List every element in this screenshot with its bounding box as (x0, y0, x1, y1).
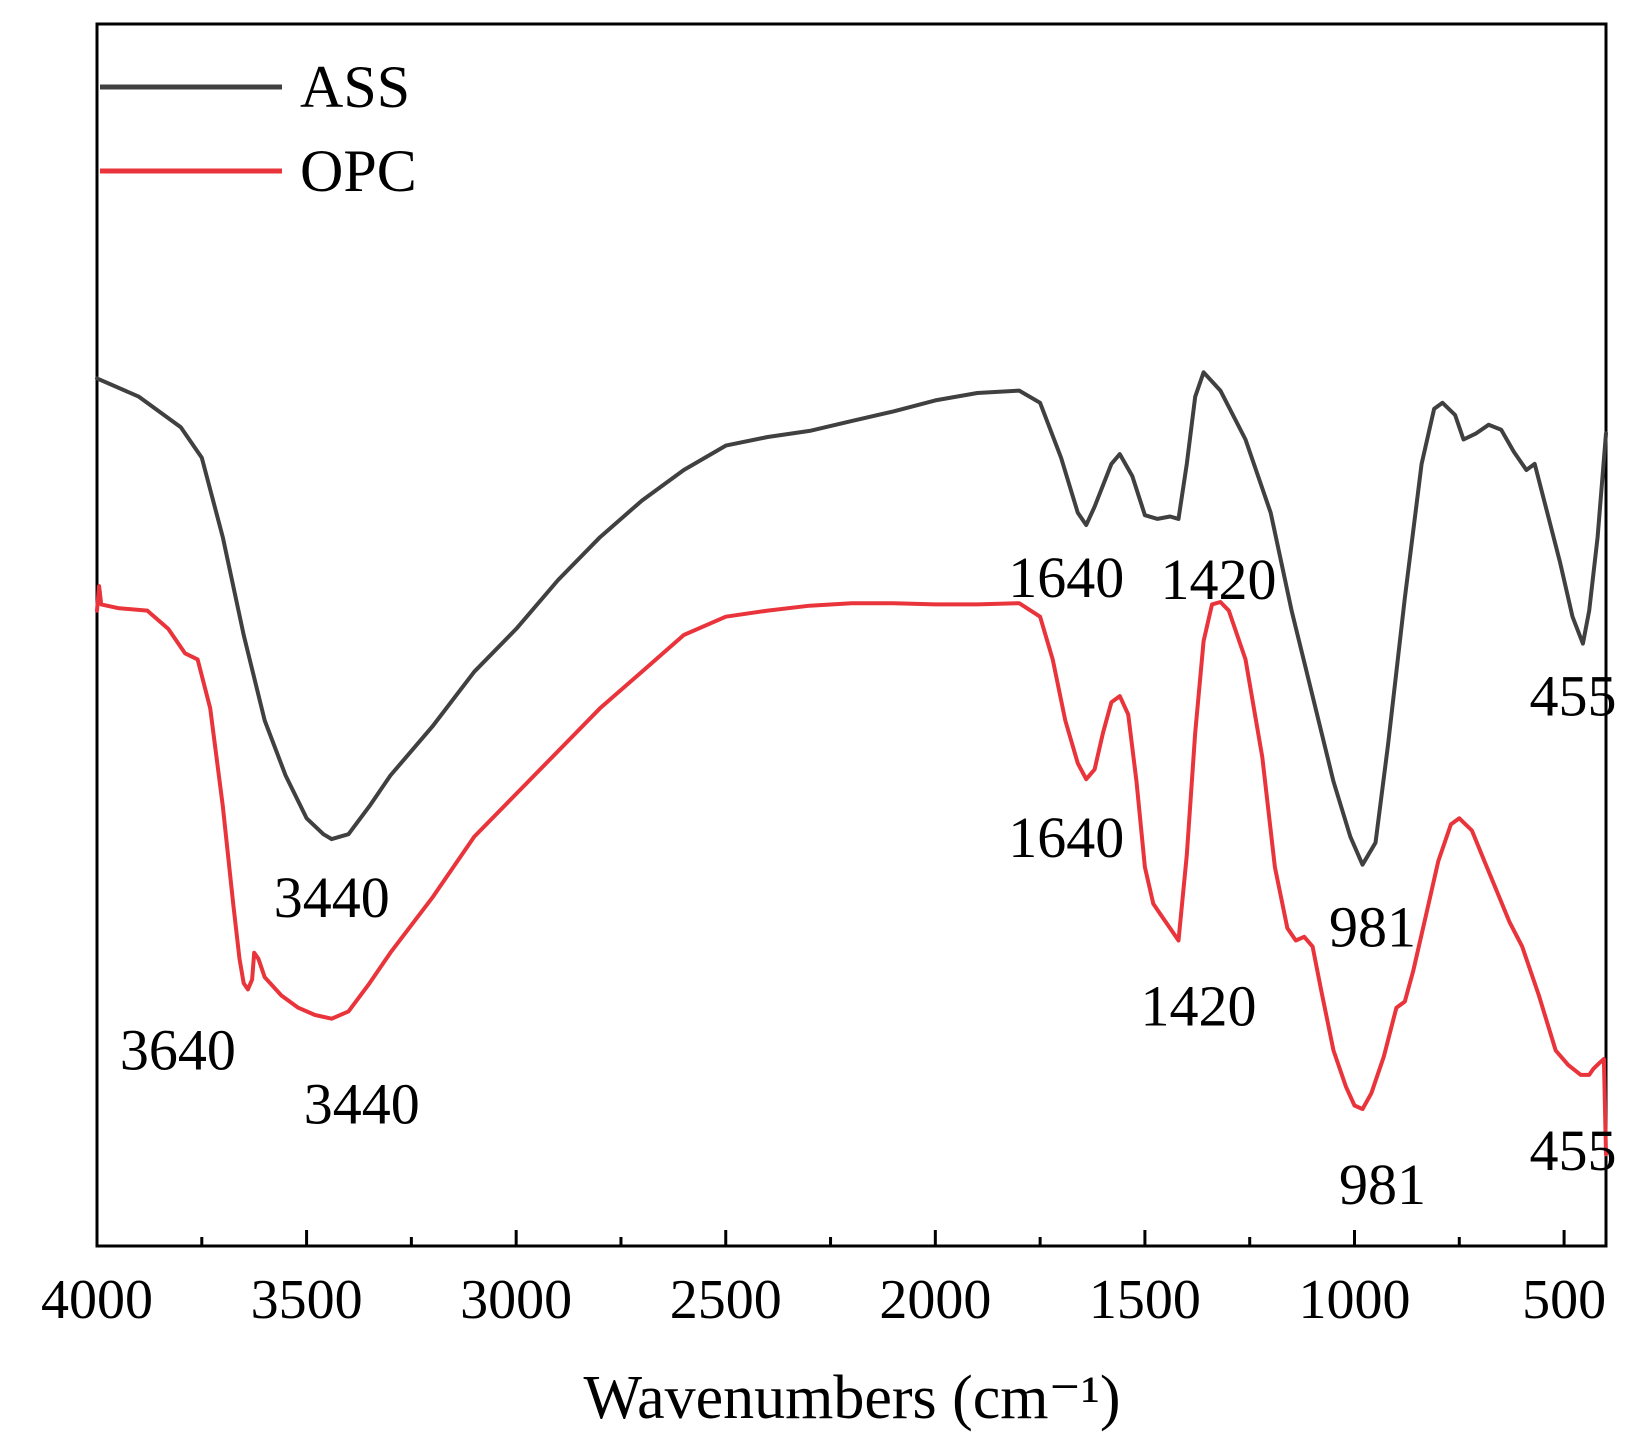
x-tick-label: 1500 (1089, 1269, 1201, 1331)
peak-annotations: 3440 1640 1420 981 455 3640 3440 1640 1420 981 455 (120, 545, 1617, 1217)
peak-label: 981 (1329, 895, 1416, 960)
series-line-opc (95, 584, 1608, 1157)
peak-label: 1640 (1008, 805, 1124, 870)
peak-label: 3440 (274, 865, 390, 930)
peak-label: 3640 (120, 1017, 236, 1082)
x-tick-label: 1000 (1299, 1269, 1411, 1331)
peak-label: 1420 (1140, 974, 1256, 1039)
legend-label-ass: ASS (300, 54, 410, 120)
peak-label: 455 (1529, 664, 1616, 729)
x-tick-label: 500 (1522, 1269, 1606, 1331)
legend-label-opc: OPC (300, 138, 417, 204)
series-layer (95, 370, 1608, 1157)
peak-label: 455 (1529, 1118, 1616, 1183)
x-tick-label: 2000 (879, 1269, 991, 1331)
peak-label: 1640 (1008, 545, 1124, 610)
x-tick-label: 3500 (251, 1269, 363, 1331)
peak-label: 3440 (304, 1072, 420, 1137)
x-tick-label: 2500 (670, 1269, 782, 1331)
series-line-ass (95, 370, 1608, 867)
peak-label: 1420 (1160, 547, 1276, 612)
x-axis-title: Wavenumbers (cm⁻¹) (584, 1364, 1121, 1432)
x-tick-label: 4000 (41, 1269, 153, 1331)
x-axis-ticks: 4000 3500 3000 2500 2000 1500 1000 500 (41, 1230, 1606, 1331)
legend: ASS OPC (100, 54, 417, 204)
peak-label: 981 (1339, 1152, 1426, 1217)
plot-frame (95, 22, 1608, 1248)
x-tick-label: 3000 (460, 1269, 572, 1331)
